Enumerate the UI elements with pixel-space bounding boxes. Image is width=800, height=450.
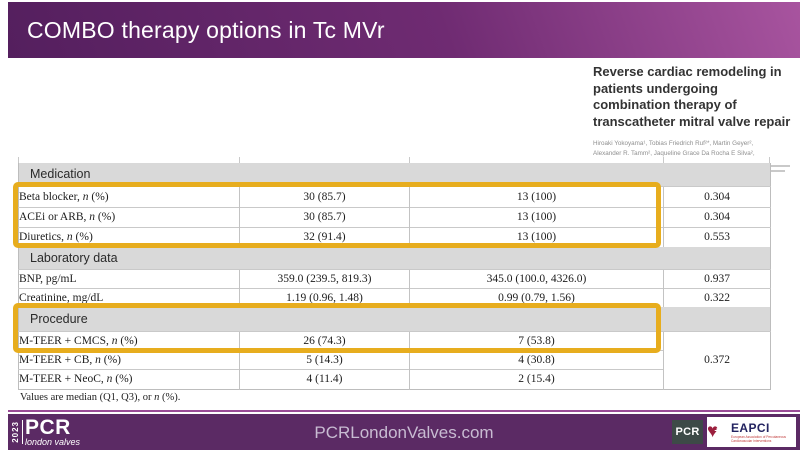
table-row: Diuretics, n (%) 32 (91.4) 13 (100) 0.55… <box>18 226 771 247</box>
journal-margin-note <box>771 165 790 167</box>
cell-group1-value: 32 (91.4) <box>239 226 410 247</box>
paper-author-line: Alexander R. Tamm², Jaqueline Grace Da R… <box>593 149 755 157</box>
cell-p-value: 0.322 <box>662 287 771 307</box>
logo-brand: PCR <box>25 416 71 439</box>
section-header: Laboratory data <box>18 247 771 269</box>
paper-author-line: Hiroaki Yokoyama¹, Tobias Friedrich Ruf²… <box>593 139 754 147</box>
table-row: M-TEER + NeoC, n (%) 4 (11.4) 2 (15.4) <box>18 368 771 389</box>
paper-title: Reverse cardiac remodeling in patients u… <box>593 64 791 129</box>
title-banner: COMBO therapy options in Tc MVr <box>8 2 800 58</box>
footer-url: PCRLondonValves.com <box>314 423 494 442</box>
cell-group2-value: 2 (15.4) <box>409 368 664 389</box>
table-row: Beta blocker, n (%) 30 (85.7) 13 (100) 0… <box>18 185 771 207</box>
section-row-procedure: Procedure <box>18 307 771 331</box>
cell-row-label: M-TEER + CB, n (%) <box>18 349 240 369</box>
cell-group1-value: 359.0 (239.5, 819.3) <box>239 268 410 288</box>
section-row-medication: Medication <box>18 163 771 186</box>
cell-row-label: Creatinine, mg/dL <box>18 287 240 307</box>
cell-group2-value: 4 (30.8) <box>409 349 664 369</box>
table-row: BNP, pg/mL 359.0 (239.5, 819.3) 345.0 (1… <box>18 268 771 288</box>
cell-row-label: M-TEER + NeoC, n (%) <box>18 368 240 389</box>
cell-p-value: 0.553 <box>662 226 771 247</box>
section-header: Medication <box>18 163 771 186</box>
heart-icon: ♥ + <box>707 421 720 442</box>
journal-margin-note <box>771 170 785 172</box>
cell-row-label: Beta blocker, n (%) <box>18 185 240 207</box>
cell-group2-value: 13 (100) <box>409 206 664 227</box>
section-header: Procedure <box>18 307 771 331</box>
table-row: Creatinine, mg/dL 1.19 (0.96, 1.48) 0.99… <box>18 287 771 307</box>
cell-group2-value: 13 (100) <box>409 226 664 247</box>
cell-row-label: Diuretics, n (%) <box>18 226 240 247</box>
cell-p-value: 0.937 <box>662 268 771 288</box>
logo-divider <box>22 420 23 444</box>
footer-divider-line <box>8 410 800 412</box>
cell-row-label: M-TEER + CMCS, n (%) <box>18 330 240 350</box>
eapci-tagline: European Association of Percutaneous Car… <box>731 434 786 443</box>
cell-group1-value: 26 (74.3) <box>239 330 410 350</box>
cell-p-value: 0.304 <box>662 206 771 227</box>
cell-group1-value: 5 (14.3) <box>239 349 410 369</box>
cell-group1-value: 30 (85.7) <box>239 185 410 207</box>
cell-group1-value: 4 (11.4) <box>239 368 410 389</box>
table-row: M-TEER + CB, n (%) 5 (14.3) 4 (30.8) <box>18 349 771 369</box>
table-row: M-TEER + CMCS, n (%) 26 (74.3) 7 (53.8) … <box>18 330 771 389</box>
cell-group1-value: 1.19 (0.96, 1.48) <box>239 287 410 307</box>
baseline-characteristics-table: Medication Beta blocker, n (%) 30 (85.7)… <box>18 163 772 390</box>
pcr-badge: PCR <box>672 420 703 444</box>
cell-group2-value: 13 (100) <box>409 185 664 207</box>
cell-group2-value: 7 (53.8) <box>409 330 664 350</box>
eapci-logo: ♥ + EAPCI European Association of Percut… <box>707 417 796 447</box>
table-cropped-row-sliver <box>18 157 770 163</box>
eapci-name: EAPCI <box>731 420 770 435</box>
cell-group1-value: 30 (85.7) <box>239 206 410 227</box>
cell-row-label: BNP, pg/mL <box>18 268 240 288</box>
logo-brand-sub: london valves <box>25 437 81 447</box>
section-row-laboratory: Laboratory data <box>18 247 771 269</box>
slide-title: COMBO therapy options in Tc MVr <box>27 16 385 43</box>
cell-group2-value: 0.99 (0.79, 1.56) <box>409 287 664 307</box>
cell-row-label: ACEi or ARB, n (%) <box>18 206 240 227</box>
cell-group2-value: 345.0 (100.0, 4326.0) <box>409 268 664 288</box>
pcr-london-valves-logo: 2023 PCR london valves <box>11 416 81 447</box>
table-footnote: Values are median (Q1, Q3), or n (%). <box>20 392 181 403</box>
footer-band: 2023 PCR london valves PCRLondonValves.c… <box>8 414 800 450</box>
cell-p-value-merged: 0.372 <box>662 330 771 389</box>
table-row: ACEi or ARB, n (%) 30 (85.7) 13 (100) 0.… <box>18 206 771 227</box>
cell-p-value: 0.304 <box>662 185 771 207</box>
